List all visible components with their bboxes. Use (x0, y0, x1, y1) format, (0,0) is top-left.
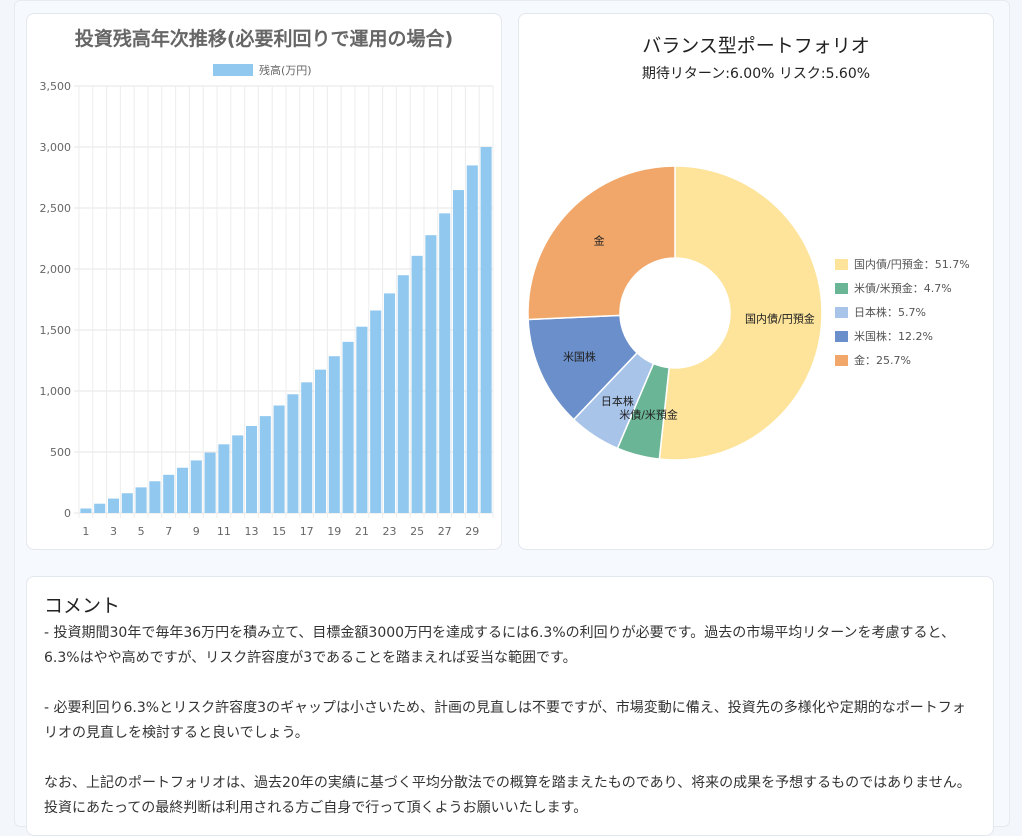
comment-body: - 投資期間30年で毎年36万円を積み立て、目標金額3000万円を達成するには6… (44, 621, 979, 821)
legend-swatch (835, 330, 848, 342)
legend-label: 米国株：12.2% (854, 330, 933, 343)
legend-item: 日本株：5.7% (835, 302, 926, 322)
y-tick-label: 500 (50, 446, 71, 459)
slice-label: 米国株 (563, 350, 596, 364)
y-tick-label: 2,500 (40, 202, 72, 215)
legend-label: 金：25.7% (854, 354, 911, 367)
x-tick-label: 17 (300, 525, 314, 538)
bar (466, 165, 478, 513)
legend-label: 国内債/円預金：51.7% (854, 258, 970, 271)
x-tick-label: 21 (355, 525, 369, 538)
x-tick-label: 7 (165, 525, 172, 538)
legend-label: 米債/米預金：4.7% (854, 282, 952, 295)
bar (80, 508, 92, 513)
x-tick-label: 15 (272, 525, 286, 538)
x-tick-label: 29 (465, 525, 479, 538)
x-tick-label: 13 (245, 525, 259, 538)
y-tick-label: 3,500 (40, 80, 72, 93)
y-tick-label: 0 (64, 507, 71, 520)
y-tick-label: 1,500 (40, 324, 72, 337)
pie-chart-title: バランス型ポートフォリオ (642, 35, 870, 57)
bar (383, 293, 396, 513)
x-tick-label: 1 (82, 525, 89, 538)
x-tick-label: 9 (193, 525, 200, 538)
legend-swatch (835, 354, 848, 366)
legend-label: 残高(万円) (259, 63, 312, 77)
x-tick-label: 25 (410, 525, 424, 538)
x-tick-label: 23 (383, 525, 397, 538)
bar (328, 356, 340, 513)
bar (411, 255, 423, 513)
bar (342, 341, 354, 513)
bar (149, 481, 161, 513)
balance-chart-card: 投資残高年次推移(必要利回りで運用の場合) 0 500 1,000 1,500 2,00… (26, 13, 502, 550)
legend-swatch (835, 258, 848, 270)
pie-chart-subtitle: 期待リターン:6.00% リスク:5.60% (641, 66, 871, 82)
legend-item: 米債/米預金：4.7% (835, 278, 952, 298)
bar (425, 235, 437, 513)
bar (259, 416, 271, 513)
bar (301, 382, 313, 513)
slice-label: 金 (594, 233, 605, 247)
legend-swatch (835, 282, 848, 294)
bar-chart-title: 投資残高年次推移(必要利回りで運用の場合) (74, 28, 454, 50)
legend-swatch (835, 306, 848, 318)
x-tick-label: 3 (110, 525, 117, 538)
bar (287, 394, 299, 513)
bar (135, 487, 147, 513)
bar (439, 213, 451, 514)
comment-card: コメント - 投資期間30年で毎年36万円を積み立て、目標金額3000万円を達成… (26, 576, 994, 836)
bar (218, 444, 230, 513)
slice-label: 国内債/円預金 (745, 312, 815, 326)
bar (397, 275, 409, 513)
bar (121, 493, 133, 513)
bar (107, 498, 120, 513)
bar (163, 474, 175, 513)
bar (204, 452, 216, 513)
x-tick-label: 27 (438, 525, 452, 538)
bar (232, 435, 244, 513)
bar-legend: 残高(万円) (213, 63, 312, 77)
bar (452, 190, 465, 514)
legend-swatch (213, 64, 253, 76)
bar (190, 460, 202, 513)
legend-label: 日本株：5.7% (854, 306, 926, 319)
x-tick-label: 5 (138, 525, 145, 538)
legend-item: 米国株：12.2% (835, 326, 933, 346)
y-tick-label: 2,000 (40, 263, 72, 276)
comment-title: コメント (44, 595, 121, 617)
y-tick-label: 1,000 (40, 385, 72, 398)
legend-item: 国内債/円預金：51.7% (835, 254, 970, 274)
pie-slice (527, 165, 676, 321)
legend-item: 金：25.7% (835, 350, 911, 370)
bar (314, 369, 327, 513)
bar (370, 310, 382, 513)
bar (176, 467, 189, 513)
pie-slice (658, 165, 823, 461)
bar (94, 503, 106, 513)
y-tick-label: 3,000 (40, 141, 72, 154)
comment-paragraph: - 必要利回り6.3%とリスク許容度3のギャップは小さいため、計画の見直しは不要… (44, 700, 966, 741)
slice-label: 日本株 (601, 394, 634, 408)
x-tick-label: 19 (327, 525, 341, 538)
portfolio-chart-card: バランス型ポートフォリオ 期待リターン:6.00% リスク:5.60% 国内債/… (518, 13, 994, 550)
comment-paragraph: - 投資期間30年で毎年36万円を積み立て、目標金額3000万円を達成するには6… (44, 625, 955, 666)
pie-slice (527, 314, 639, 421)
bar (480, 147, 492, 513)
x-tick-label: 11 (217, 525, 231, 538)
comment-paragraph: なお、上記のポートフォリオは、過去20年の実績に基づく平均分散法での概算を踏まえ… (44, 775, 971, 816)
bar (356, 326, 368, 513)
bar (245, 426, 258, 513)
slice-label: 米債/米預金 (619, 408, 678, 422)
bar (273, 405, 285, 513)
